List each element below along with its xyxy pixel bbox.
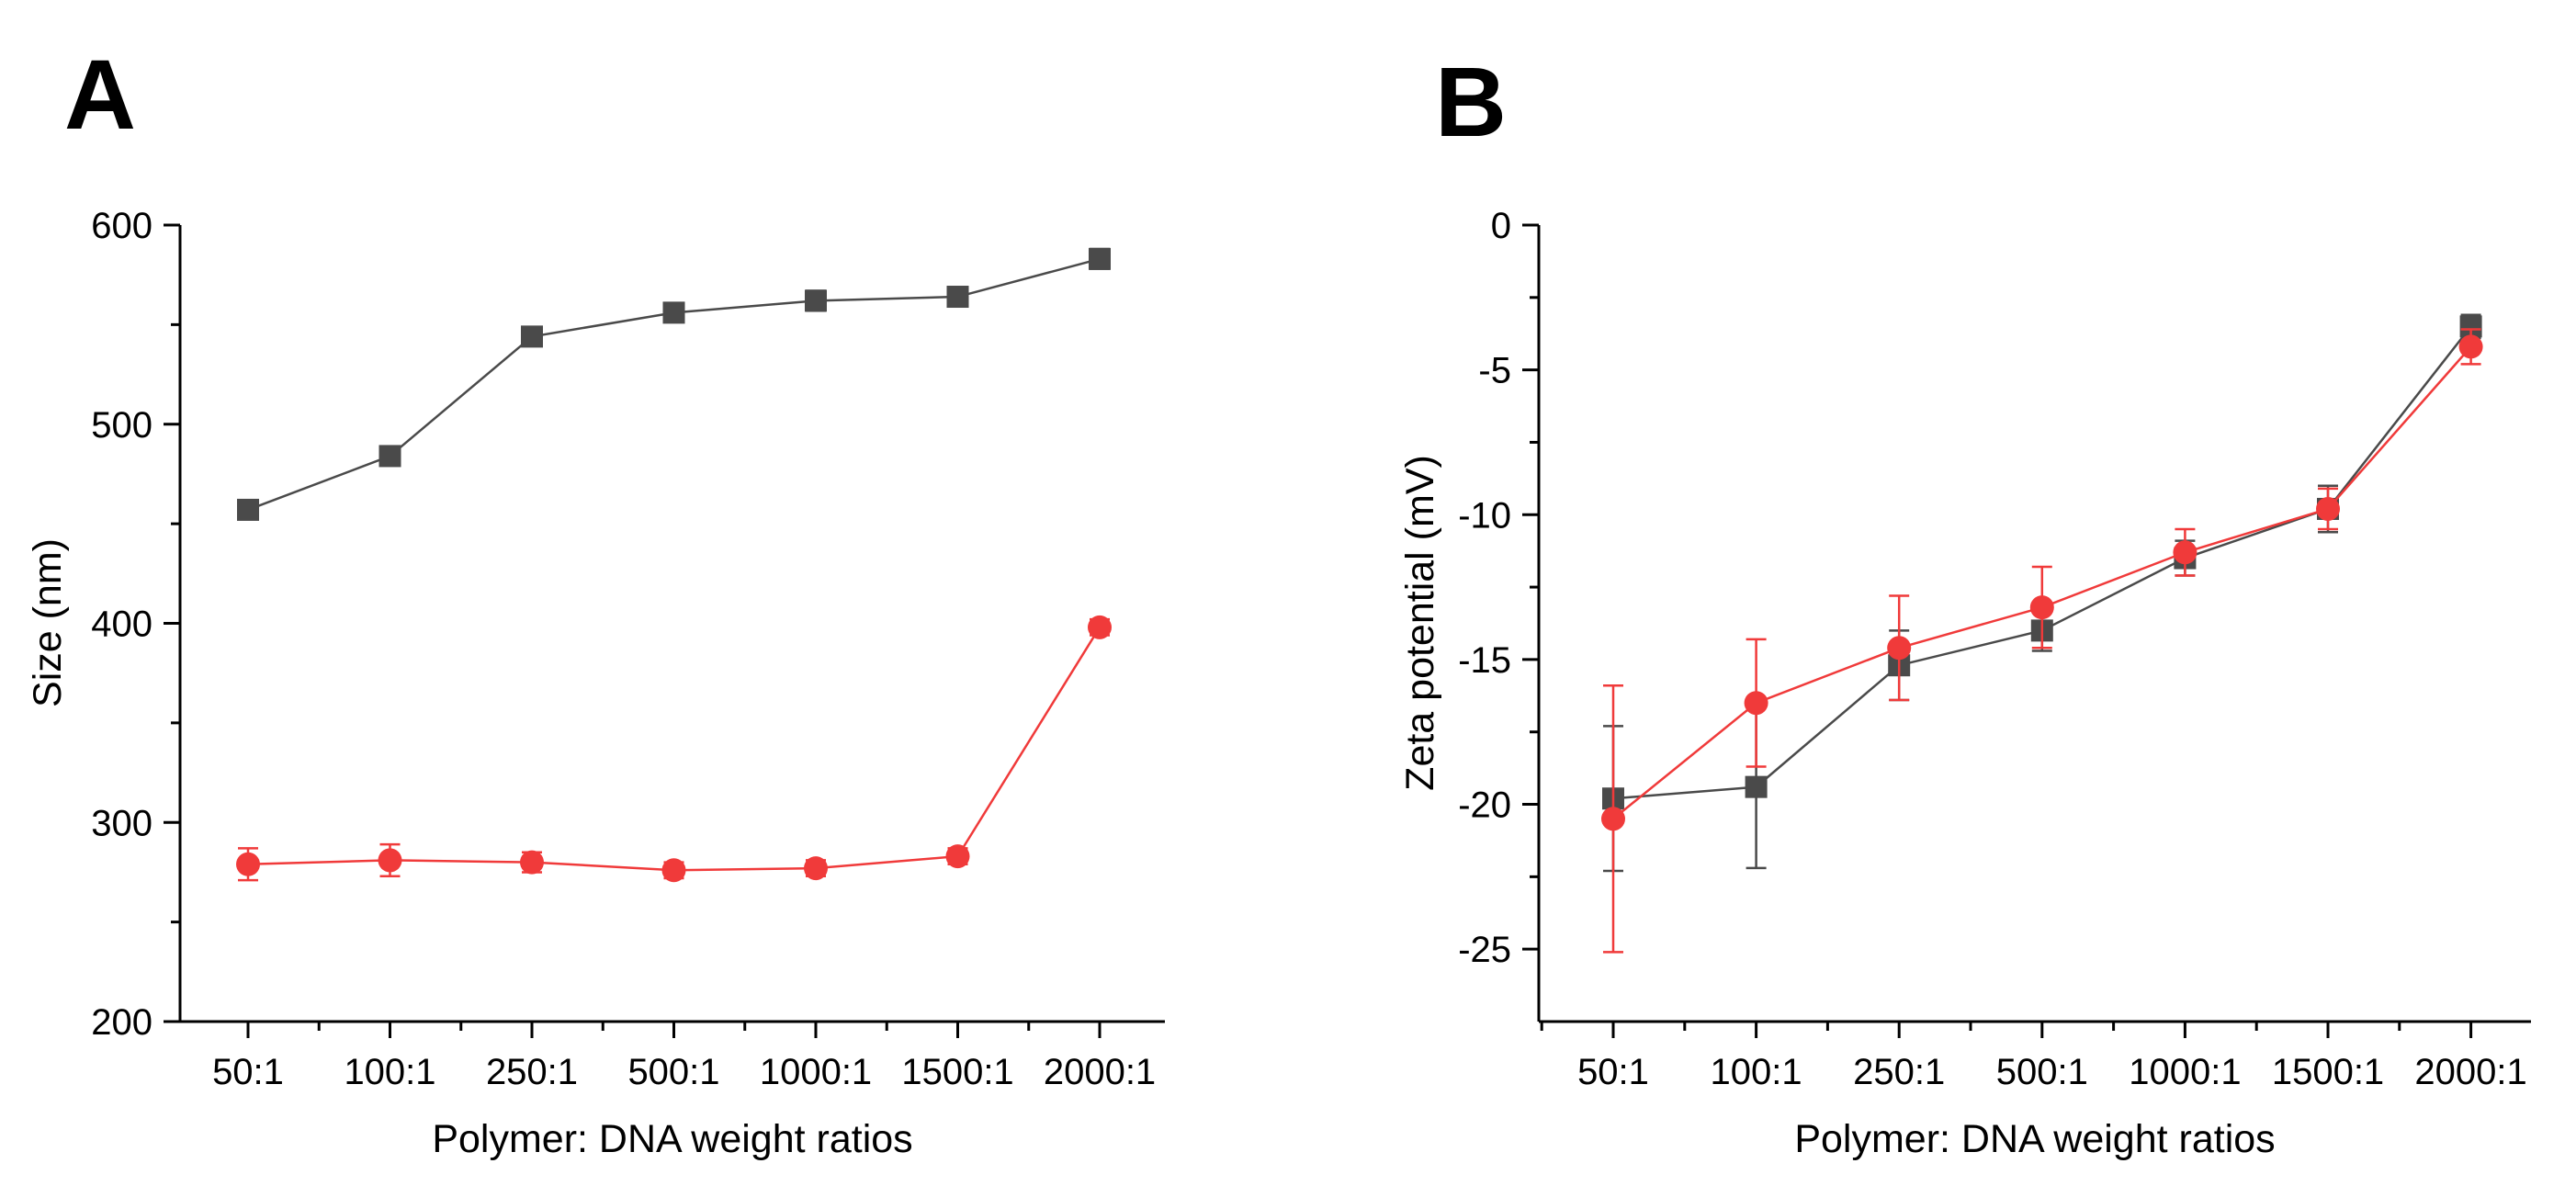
panel-a-y-tick-label: 300 <box>91 803 153 843</box>
panel-b-y-ticks: 0 -5 -10 -15 -20 -25 <box>1458 206 1539 970</box>
panel-a-y-tick-label: 400 <box>91 604 153 645</box>
panel-b-x-tick-label: 2000:1 <box>2414 1052 2526 1092</box>
data-point <box>520 850 544 875</box>
panel-a-x-tick-label: 1000:1 <box>760 1052 872 1092</box>
series-line <box>247 257 1101 512</box>
panel-b-x-tick-label: 250:1 <box>1853 1052 1945 1092</box>
data-point <box>378 848 402 873</box>
panel-a-x-tick-label: 500:1 <box>627 1052 719 1092</box>
panel-a-y-tick-label: 600 <box>91 206 153 246</box>
data-point <box>1601 807 1625 831</box>
panel-b-y-tick-label: -20 <box>1458 785 1511 826</box>
panel-b: B 0 -5 -10 -15 -20 -25 50:1 100:1 250:1 500:1 100… <box>1398 46 2531 1161</box>
data-point <box>945 844 970 869</box>
data-point <box>378 445 401 468</box>
panel-a-x-tick-label: 50:1 <box>212 1052 284 1092</box>
data-point <box>946 286 969 309</box>
panel-a-y-tick-label: 200 <box>91 1002 153 1043</box>
data-point <box>2316 496 2340 521</box>
panel-b-y-tick-label: -15 <box>1458 640 1511 681</box>
panel-a-series-gray <box>237 247 1111 521</box>
panel-b-x-tick-label: 500:1 <box>1996 1052 2088 1092</box>
data-point <box>1089 247 1111 270</box>
data-point <box>661 858 686 883</box>
panel-b-x-tick-label: 1000:1 <box>2129 1052 2241 1092</box>
panel-a: A 200 300 400 500 600 50:1 100:1 250:1 500:1 100… <box>26 39 1165 1161</box>
data-point <box>1745 775 1768 798</box>
panel-a-y-ticks: 200 300 400 500 600 <box>91 206 180 1043</box>
data-point <box>1744 691 1768 716</box>
panel-a-y-tick-label: 500 <box>91 405 153 446</box>
panel-b-y-axis-title: Zeta potential (mV) <box>1398 455 1442 791</box>
series-line <box>1612 325 2472 800</box>
panel-a-x-tick-label: 2000:1 <box>1044 1052 1156 1092</box>
data-point <box>662 301 685 324</box>
panel-a-label: A <box>64 39 136 150</box>
panel-a-x-tick-label: 250:1 <box>486 1052 578 1092</box>
panel-b-y-tick-label: 0 <box>1491 206 1511 246</box>
panel-b-label: B <box>1435 46 1507 157</box>
panel-a-x-ticks: 50:1 100:1 250:1 500:1 1000:1 1500:1 2000:1 <box>212 1022 1156 1092</box>
data-point <box>804 856 828 881</box>
data-point <box>1088 615 1112 639</box>
panel-a-x-tick-label: 1500:1 <box>901 1052 1013 1092</box>
data-point <box>2173 540 2198 565</box>
panel-b-x-tick-label: 1500:1 <box>2272 1052 2384 1092</box>
panel-a-x-axis-title: Polymer: DNA weight ratios <box>432 1117 912 1161</box>
data-point <box>805 289 827 312</box>
panel-b-x-axis-title: Polymer: DNA weight ratios <box>1794 1117 2275 1161</box>
data-point <box>1887 636 1912 661</box>
panel-a-series-red <box>236 615 1112 883</box>
panel-a-x-tick-label: 100:1 <box>344 1052 435 1092</box>
data-point <box>2458 334 2483 359</box>
panel-b-series <box>1601 313 2483 954</box>
series-line <box>247 627 1102 872</box>
panel-a-y-axis-title: Size (nm) <box>26 538 70 707</box>
data-point <box>2029 595 2054 620</box>
data-point <box>237 498 259 521</box>
panel-b-y-tick-label: -5 <box>1478 351 1511 391</box>
panel-b-y-tick-label: -25 <box>1458 930 1511 970</box>
data-point <box>521 325 543 348</box>
data-point <box>236 852 260 876</box>
panel-b-y-tick-label: -10 <box>1458 495 1511 536</box>
panel-b-x-ticks: 50:1 100:1 250:1 500:1 1000:1 1500:1 2000:1 <box>1540 1022 2527 1092</box>
panel-b-x-tick-label: 100:1 <box>1711 1052 1802 1092</box>
panel-b-series-red <box>1601 328 2483 954</box>
panel-b-x-tick-label: 50:1 <box>1577 1052 1649 1092</box>
panel-a-series <box>236 247 1112 883</box>
